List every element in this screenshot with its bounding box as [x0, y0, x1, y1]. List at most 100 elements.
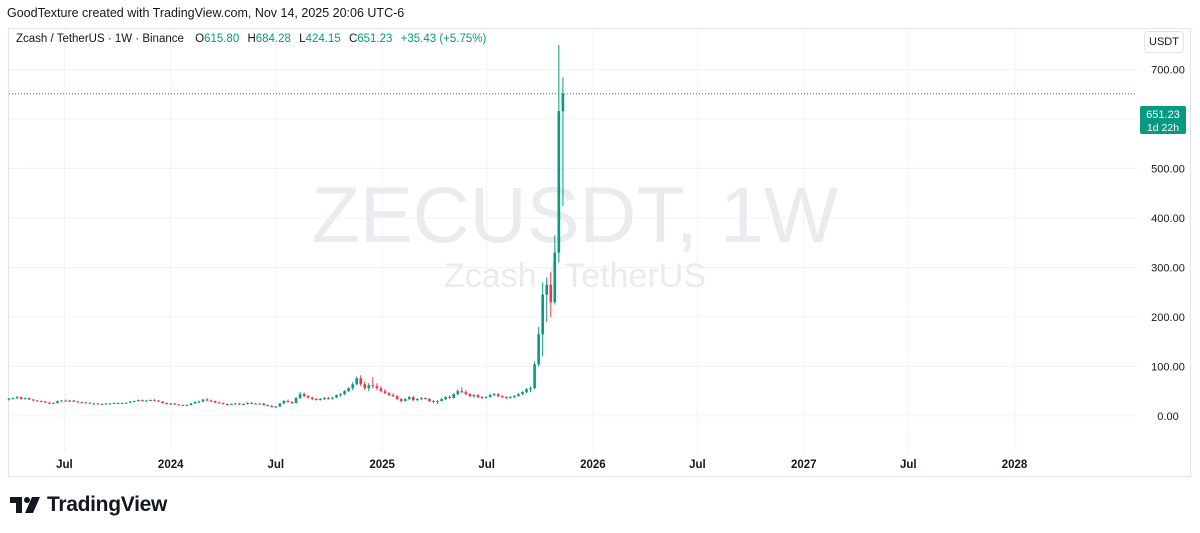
candle-body: [209, 400, 213, 402]
candle-body: [492, 394, 496, 396]
y-tick-label: 300.00: [1151, 262, 1185, 274]
x-tick-label: 2024: [158, 459, 184, 471]
candle: [403, 398, 407, 402]
candle-body: [161, 401, 164, 404]
candle-body: [553, 252, 557, 303]
candle-body: [541, 294, 544, 335]
candle-body: [513, 396, 516, 398]
candle: [529, 386, 532, 393]
x-tick-label: 2027: [791, 459, 817, 471]
candle-body: [294, 398, 298, 404]
candle-body: [11, 398, 15, 400]
candle: [92, 403, 96, 405]
candle-body: [298, 394, 302, 399]
candle: [177, 404, 181, 406]
candle-body: [258, 403, 261, 405]
candle: [60, 400, 63, 402]
candle-body: [521, 392, 524, 395]
candle: [258, 403, 261, 405]
candle-body: [460, 391, 464, 393]
candle-body: [509, 397, 512, 399]
candle-body: [323, 398, 326, 400]
candle-body: [355, 378, 358, 385]
candle: [379, 386, 383, 393]
candle-body: [432, 401, 435, 403]
candle: [278, 403, 282, 407]
last-price-value: 651.23: [1146, 109, 1180, 121]
tradingview-logo[interactable]: TradingView: [10, 493, 167, 517]
candle: [104, 403, 108, 405]
candle: [492, 393, 496, 397]
candle: [371, 377, 375, 389]
candle-body: [238, 403, 241, 405]
candle-body: [472, 395, 476, 397]
candle: [395, 395, 399, 401]
candle: [197, 400, 201, 404]
candle-body: [36, 400, 39, 402]
candle: [504, 396, 508, 400]
candle: [460, 387, 464, 394]
candle: [302, 392, 306, 398]
candle: [488, 394, 492, 398]
candle-body: [68, 400, 71, 402]
candle: [496, 393, 500, 398]
candle: [339, 393, 342, 397]
candle-body: [270, 405, 274, 407]
x-tick-label: 2025: [369, 459, 395, 471]
candle-body: [221, 403, 225, 405]
candle-body: [108, 403, 112, 405]
price-change: +35.43 (+5.75%): [400, 33, 487, 45]
candle-body: [517, 394, 520, 397]
candle-body: [468, 394, 472, 397]
candle-body: [387, 393, 391, 396]
candle-body: [500, 396, 504, 398]
open-value: 615.80: [204, 33, 240, 45]
candle-body: [302, 394, 306, 397]
candle: [27, 397, 31, 401]
candle: [165, 402, 168, 405]
candle-body: [27, 398, 31, 400]
y-tick-label: 400.00: [1151, 213, 1185, 225]
candle: [391, 393, 395, 398]
candle-body: [314, 399, 318, 401]
candle: [7, 398, 11, 401]
currency-selector[interactable]: USDT: [1144, 31, 1184, 53]
candle: [133, 400, 136, 403]
candle: [484, 396, 488, 399]
candle: [185, 404, 189, 406]
candle-body: [537, 334, 540, 365]
candle-body: [456, 391, 460, 395]
candle-body: [488, 395, 492, 398]
candle-body: [319, 399, 322, 401]
candle: [68, 400, 71, 403]
candle-body: [104, 403, 108, 405]
candle-body: [286, 401, 290, 403]
candle: [432, 400, 435, 404]
candle-body: [557, 111, 561, 253]
candle-body: [181, 405, 185, 406]
open-key: O: [195, 33, 205, 45]
candle-body: [19, 397, 23, 400]
candle: [343, 390, 346, 396]
candle-body: [84, 402, 88, 404]
candle: [201, 399, 205, 403]
candle-body: [444, 397, 447, 400]
high-key: H: [247, 33, 256, 45]
candle: [513, 395, 516, 399]
candle: [120, 403, 124, 405]
candle: [11, 397, 15, 400]
candle: [44, 401, 47, 404]
candle: [88, 402, 92, 405]
candle: [226, 403, 229, 406]
candle-body: [545, 284, 549, 295]
candle: [76, 401, 80, 403]
candle: [412, 396, 415, 402]
ohlc-legend: Zcash / TetherUS · 1W · Binance O615.80 …: [16, 33, 486, 45]
candle-body: [274, 406, 278, 408]
candle-body: [88, 402, 92, 404]
candle-body: [165, 403, 168, 405]
candle-body: [254, 403, 257, 405]
candle: [351, 382, 354, 391]
candle: [238, 403, 241, 405]
